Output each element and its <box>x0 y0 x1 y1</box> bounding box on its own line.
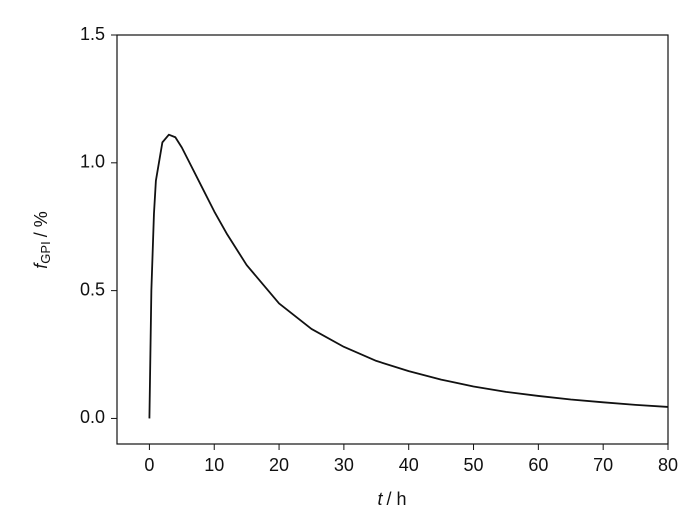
x-tick-label: 20 <box>269 455 289 475</box>
x-tick-label: 60 <box>528 455 548 475</box>
x-tick-label: 80 <box>658 455 678 475</box>
y-tick-label: 0.5 <box>80 279 105 299</box>
x-label-main: t <box>377 489 383 509</box>
y-tick-label: 1.0 <box>80 152 105 172</box>
x-tick-label: 50 <box>464 455 484 475</box>
x-tick-label: 40 <box>399 455 419 475</box>
x-tick-label: 10 <box>204 455 224 475</box>
x-tick-label: 70 <box>593 455 613 475</box>
plot-frame <box>116 34 669 445</box>
x-axis-label: t / h <box>377 489 406 509</box>
y-label-main: f <box>31 262 51 269</box>
y-label-unit: / % <box>31 211 51 237</box>
y-label-sub: GPI <box>38 241 53 263</box>
y-tick-label: 0.0 <box>80 407 105 427</box>
x-tick-label: 0 <box>144 455 154 475</box>
y-axis-label: fGPI / % <box>31 211 54 268</box>
y-tick-label: 1.5 <box>80 24 105 44</box>
line-series <box>148 133 669 419</box>
x-label-unit: / h <box>387 489 407 509</box>
x-tick-label: 30 <box>334 455 354 475</box>
